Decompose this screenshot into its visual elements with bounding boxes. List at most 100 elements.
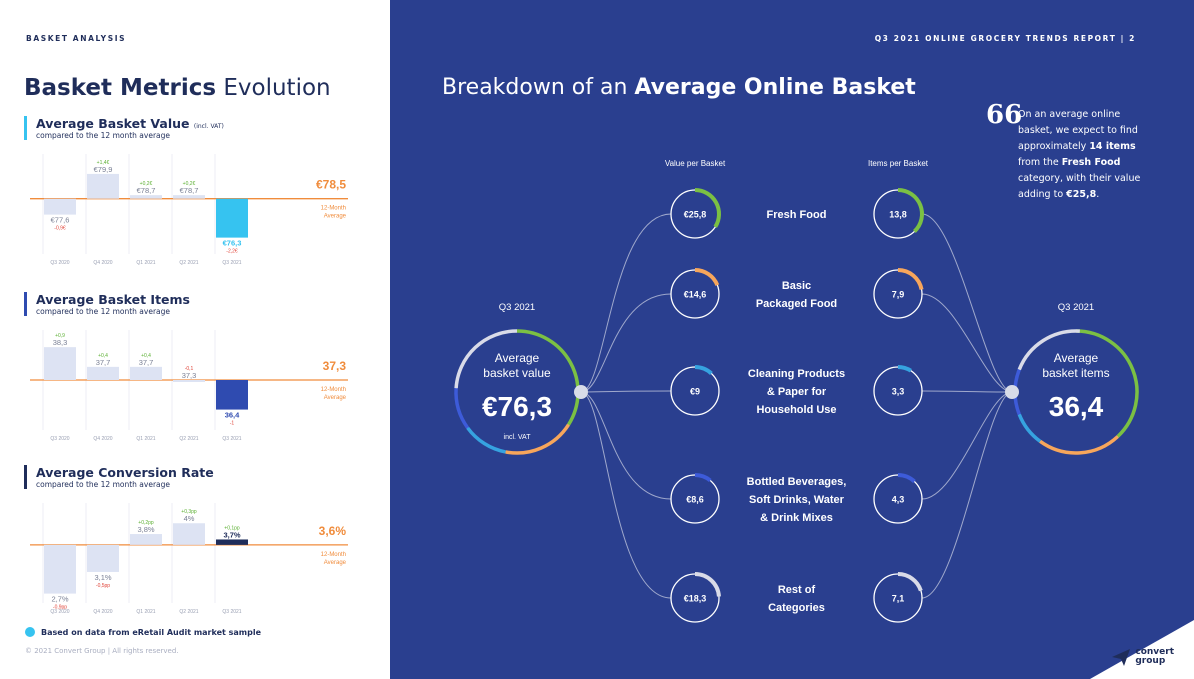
bar — [87, 173, 119, 199]
bar — [173, 523, 205, 545]
delta-label: +0,2€ — [183, 181, 196, 187]
x-tick-label: Q2 2021 — [179, 609, 198, 615]
x-tick-label: Q3 2021 — [222, 260, 241, 266]
delta-label: +0,1pp — [224, 525, 240, 531]
hub-connector-dot — [574, 385, 588, 399]
basket-value-chart-svg: €77,6-0,9€Q3 2020€79,9+1,4€Q4 2020€78,7+… — [30, 154, 348, 266]
value-ring-label: €14,6 — [684, 290, 707, 300]
hub-ring-segment — [454, 388, 470, 429]
conversion-chart: 2,7% -0,9pp Q3 2020 3,1% -0,5pp Q4 2020 3,8% +0… — [30, 499, 350, 625]
x-tick-label: Q2 2021 — [179, 260, 198, 266]
value-label: 3,8% — [137, 525, 154, 534]
value-ring-fill — [694, 365, 713, 376]
x-tick-label: Q4 2020 — [93, 609, 112, 615]
info-dot-icon — [25, 627, 35, 637]
category-label: Bottled Beverages, — [747, 476, 847, 488]
connector-line — [921, 391, 1013, 500]
delta-label: -0,9€ — [54, 226, 66, 232]
delta-label: +0,4 — [141, 353, 151, 359]
category-label: Fresh Food — [767, 209, 827, 221]
connector-line — [580, 391, 672, 500]
conversion-heading: Average Conversion Rate compared to the … — [24, 465, 214, 489]
section-label: BASKET ANALYSIS — [26, 34, 127, 43]
value-ring-label: €18,3 — [684, 594, 707, 604]
x-tick-label: Q1 2021 — [136, 436, 155, 442]
items-ring-label: 7,1 — [892, 594, 905, 604]
basket-value-title: Average Basket Value — [36, 116, 190, 131]
average-value: €78,5 — [316, 178, 346, 192]
x-tick-label: Q4 2020 — [93, 436, 112, 442]
delta-label: +0,9 — [55, 333, 65, 339]
connector-line — [580, 390, 672, 393]
bar — [44, 347, 76, 380]
basket-items-title: Average Basket Items — [36, 292, 190, 307]
x-tick-label: Q2 2021 — [179, 436, 198, 442]
average-value: 37,3 — [323, 359, 347, 373]
items-ring-fill — [897, 365, 912, 373]
value-ring-fill — [694, 572, 721, 597]
category-label: Rest of — [778, 584, 816, 596]
items-ring-label: 7,9 — [892, 290, 905, 300]
category-label: Packaged Food — [756, 298, 837, 310]
connector-line — [921, 293, 1013, 393]
hub-ring-segment — [454, 329, 518, 389]
items-column-header: Items per Basket — [868, 159, 929, 168]
basket-items-chart: 38,3 +0,9 Q3 2020 37,7 +0,4 Q4 2020 37,7 +0,4 Q1… — [30, 326, 350, 452]
basket-value-subtitle: compared to the 12 month average — [36, 131, 171, 140]
convert-group-logo: convert group — [1111, 647, 1174, 667]
quote-part-1: On an average online basket, we expect t… — [1018, 109, 1138, 152]
bar — [44, 198, 76, 215]
quote-part-3: from the — [1018, 157, 1059, 168]
category-label: Basic — [782, 280, 811, 292]
quote-part-5: category, with their value adding to — [1018, 173, 1141, 200]
report-label: Q3 2021 ONLINE GROCERY TRENDS REPORT | 2 — [874, 34, 1136, 43]
value-label: 4% — [184, 514, 195, 523]
delta-label: -0,5pp — [96, 583, 110, 589]
left-panel: BASKET ANALYSIS Basket Metrics Evolution… — [0, 0, 390, 679]
value-label: 37,3 — [182, 371, 197, 380]
x-tick-label: Q3 2021 — [222, 609, 241, 615]
value-label: €77,6 — [51, 216, 70, 225]
hub-ring-segment — [466, 426, 506, 454]
value-label: 36,4 — [225, 411, 240, 420]
logo-text-2: group — [1135, 656, 1166, 666]
x-tick-label: Q3 2020 — [50, 609, 69, 615]
x-tick-label: Q3 2021 — [222, 436, 241, 442]
basket-items-heading: Average Basket Items compared to the 12 … — [24, 292, 190, 316]
items-ring-fill — [897, 268, 924, 290]
bar — [173, 195, 205, 199]
value-column-header: Value per Basket — [665, 159, 726, 168]
bar — [216, 539, 248, 545]
bar — [216, 198, 248, 238]
average-caption: 12-Month — [321, 552, 346, 558]
value-label: 2,7% — [51, 595, 68, 604]
delta-label: -0,1 — [185, 366, 194, 372]
quote-part-7: . — [1096, 189, 1100, 200]
footnote: Based on data from eRetail Audit market … — [25, 627, 261, 637]
hub-period: Q3 2021 — [1058, 302, 1094, 313]
connector-line — [580, 391, 672, 599]
hub-ring-segment — [1039, 435, 1119, 455]
category-label: & Drink Mixes — [760, 512, 833, 524]
average-caption: 12-Month — [321, 206, 346, 212]
average-value: 3,6% — [319, 524, 347, 538]
title-bold: Basket Metrics — [24, 75, 217, 101]
value-label: 37,7 — [96, 358, 111, 367]
basket-breakdown-diagram: Value per Basket Items per Basket €25,8 13,… — [454, 159, 1194, 679]
delta-label: +0,2pp — [138, 520, 154, 526]
items-ring-fill — [897, 473, 916, 484]
logo-text-1: convert — [1135, 647, 1174, 657]
fresh-food-quote: On an average online basket, we expect t… — [1018, 107, 1148, 203]
x-tick-label: Q4 2020 — [93, 260, 112, 266]
basket-value-note: (incl. VAT) — [193, 123, 224, 130]
value-ring-fill — [694, 473, 712, 483]
bar — [87, 366, 119, 380]
quote-part-4: Fresh Food — [1061, 157, 1121, 168]
basket-items-subtitle: compared to the 12 month average — [36, 307, 171, 316]
quote-mark-icon: 66 — [986, 100, 1023, 130]
category-label: Household Use — [756, 404, 836, 416]
title-rest: Evolution — [223, 75, 331, 101]
basket-value-heading: Average Basket Value (incl. VAT) compare… — [24, 116, 224, 140]
